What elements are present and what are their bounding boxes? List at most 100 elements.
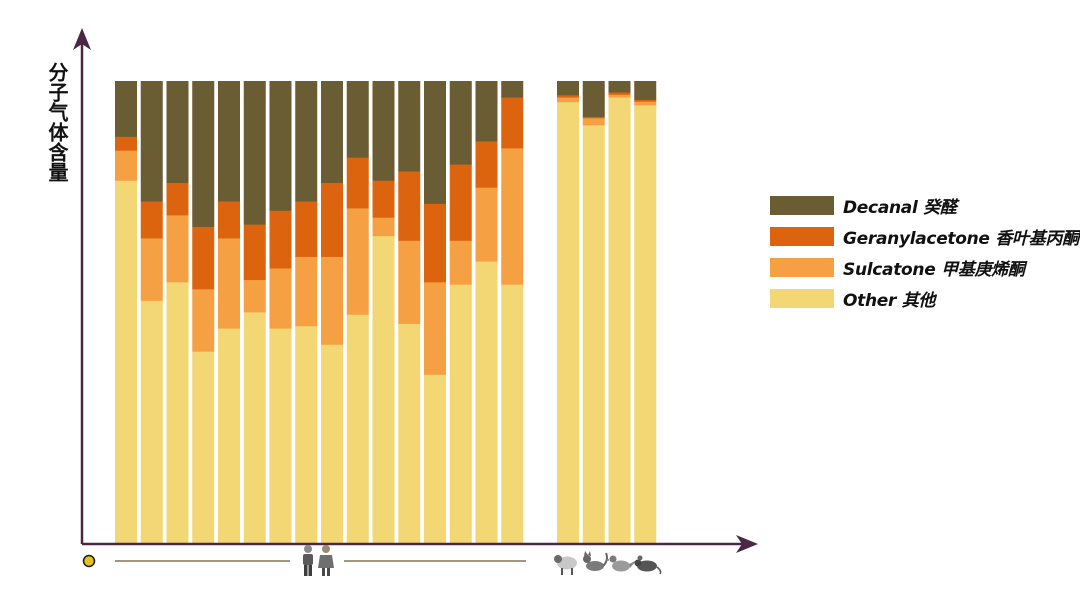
bar-19-series-1 — [608, 94, 631, 98]
bar-8-series-3 — [295, 81, 318, 202]
bars-layer — [115, 81, 657, 544]
bar-6-series-1 — [243, 279, 266, 313]
bar-18-series-2 — [582, 116, 605, 119]
bar-10-series-2 — [346, 157, 369, 209]
legend-item: Sulcatone 甲基庚烯酮 — [770, 252, 1079, 283]
bar-11-series-1 — [372, 217, 395, 237]
legend: Decanal 癸醛 Geranylacetone 香叶基丙酮 Sulcatone … — [770, 190, 1079, 314]
legend-swatch — [770, 196, 834, 215]
bar-9-series-3 — [321, 81, 343, 184]
bar-2-series-1 — [140, 238, 163, 301]
bar-16-series-0 — [501, 284, 524, 544]
bar-5-series-3 — [218, 81, 240, 202]
bar-11-series-3 — [372, 81, 395, 181]
bar-6-series-2 — [243, 224, 266, 281]
sheep-icon — [554, 555, 577, 575]
bar-2-series-3 — [140, 81, 163, 202]
bar-10-series-1 — [346, 208, 369, 315]
bar-4-series-0 — [192, 351, 215, 544]
legend-swatch — [770, 289, 834, 308]
bar-16-series-3 — [501, 81, 524, 98]
bar-13-series-1 — [424, 281, 446, 375]
legend-label: Geranylacetone 香叶基丙酮 — [843, 229, 1079, 249]
bar-19-series-0 — [608, 97, 631, 544]
legend-item: Geranylacetone 香叶基丙酮 — [770, 221, 1079, 252]
bar-6-series-3 — [243, 81, 266, 225]
bar-19-series-2 — [608, 92, 631, 95]
bar-13-series-2 — [424, 203, 446, 283]
bar-16-series-1 — [501, 147, 524, 285]
bar-4-series-2 — [192, 226, 215, 290]
bar-18-series-1 — [582, 117, 605, 126]
origin-dot-icon — [82, 554, 96, 568]
legend-label: Sulcatone 甲基庚烯酮 — [843, 260, 1025, 280]
bar-3-series-2 — [166, 182, 189, 216]
y-axis-arrowhead — [73, 28, 91, 50]
bar-1-series-2 — [115, 136, 137, 151]
bar-4-series-1 — [192, 288, 215, 352]
bar-8-series-0 — [295, 325, 318, 544]
bar-7-series-3 — [269, 81, 292, 211]
bar-9-series-1 — [321, 256, 343, 345]
legend-swatch — [770, 258, 834, 277]
bar-3-series-1 — [166, 214, 189, 283]
bar-9-series-0 — [321, 344, 343, 544]
bar-20-series-1 — [634, 101, 657, 106]
bar-1-series-3 — [115, 81, 137, 137]
bar-15-series-2 — [475, 141, 498, 188]
bar-15-series-0 — [475, 261, 498, 544]
bar-8-series-2 — [295, 201, 318, 257]
bar-12-series-2 — [398, 171, 421, 241]
bar-12-series-3 — [398, 81, 421, 172]
bar-14-series-3 — [449, 81, 472, 165]
group-markers-layer — [82, 545, 662, 576]
bar-11-series-2 — [372, 180, 395, 218]
bar-19-series-3 — [608, 81, 631, 93]
bar-15-series-1 — [475, 187, 498, 262]
bar-12-series-1 — [398, 240, 421, 324]
axes-layer — [73, 28, 758, 553]
bar-20-series-3 — [634, 81, 657, 100]
bar-14-series-2 — [449, 164, 472, 241]
bar-17-series-2 — [557, 94, 579, 98]
bar-3-series-3 — [166, 81, 189, 184]
cat-icon — [583, 551, 608, 571]
bar-18-series-3 — [582, 81, 605, 117]
bar-5-series-2 — [218, 201, 240, 239]
legend-item: Decanal 癸醛 — [770, 190, 1079, 221]
bar-20-series-2 — [634, 99, 657, 102]
bar-1-series-1 — [115, 150, 137, 181]
bar-5-series-1 — [218, 238, 240, 329]
bar-10-series-3 — [346, 81, 369, 158]
legend-swatch — [770, 227, 834, 246]
legend-item: Other 其他 — [770, 283, 1079, 314]
bar-13-series-3 — [424, 81, 446, 204]
x-axis-arrowhead — [736, 535, 758, 553]
bar-14-series-0 — [449, 284, 472, 544]
legend-label: Other 其他 — [843, 291, 936, 311]
bar-10-series-0 — [346, 314, 369, 544]
bar-7-series-0 — [269, 328, 292, 544]
bar-13-series-0 — [424, 374, 446, 544]
bar-17-series-1 — [557, 97, 579, 103]
bar-15-series-3 — [475, 81, 498, 142]
bar-9-series-2 — [321, 182, 343, 257]
bar-17-series-0 — [557, 101, 579, 544]
bar-4-series-3 — [192, 81, 215, 227]
bar-3-series-0 — [166, 281, 189, 544]
legend-label: Decanal 癸醛 — [843, 198, 957, 218]
rat-icon — [634, 555, 662, 575]
bar-17-series-3 — [557, 81, 579, 96]
bar-2-series-0 — [140, 300, 163, 544]
bar-14-series-1 — [449, 240, 472, 285]
bar-16-series-2 — [501, 97, 524, 149]
bar-7-series-2 — [269, 210, 292, 269]
bar-7-series-1 — [269, 268, 292, 329]
y-axis-label: 分子气体含量 — [45, 62, 69, 182]
bar-1-series-0 — [115, 180, 137, 544]
bar-11-series-0 — [372, 235, 395, 544]
bar-2-series-2 — [140, 201, 163, 239]
bar-6-series-0 — [243, 312, 266, 544]
